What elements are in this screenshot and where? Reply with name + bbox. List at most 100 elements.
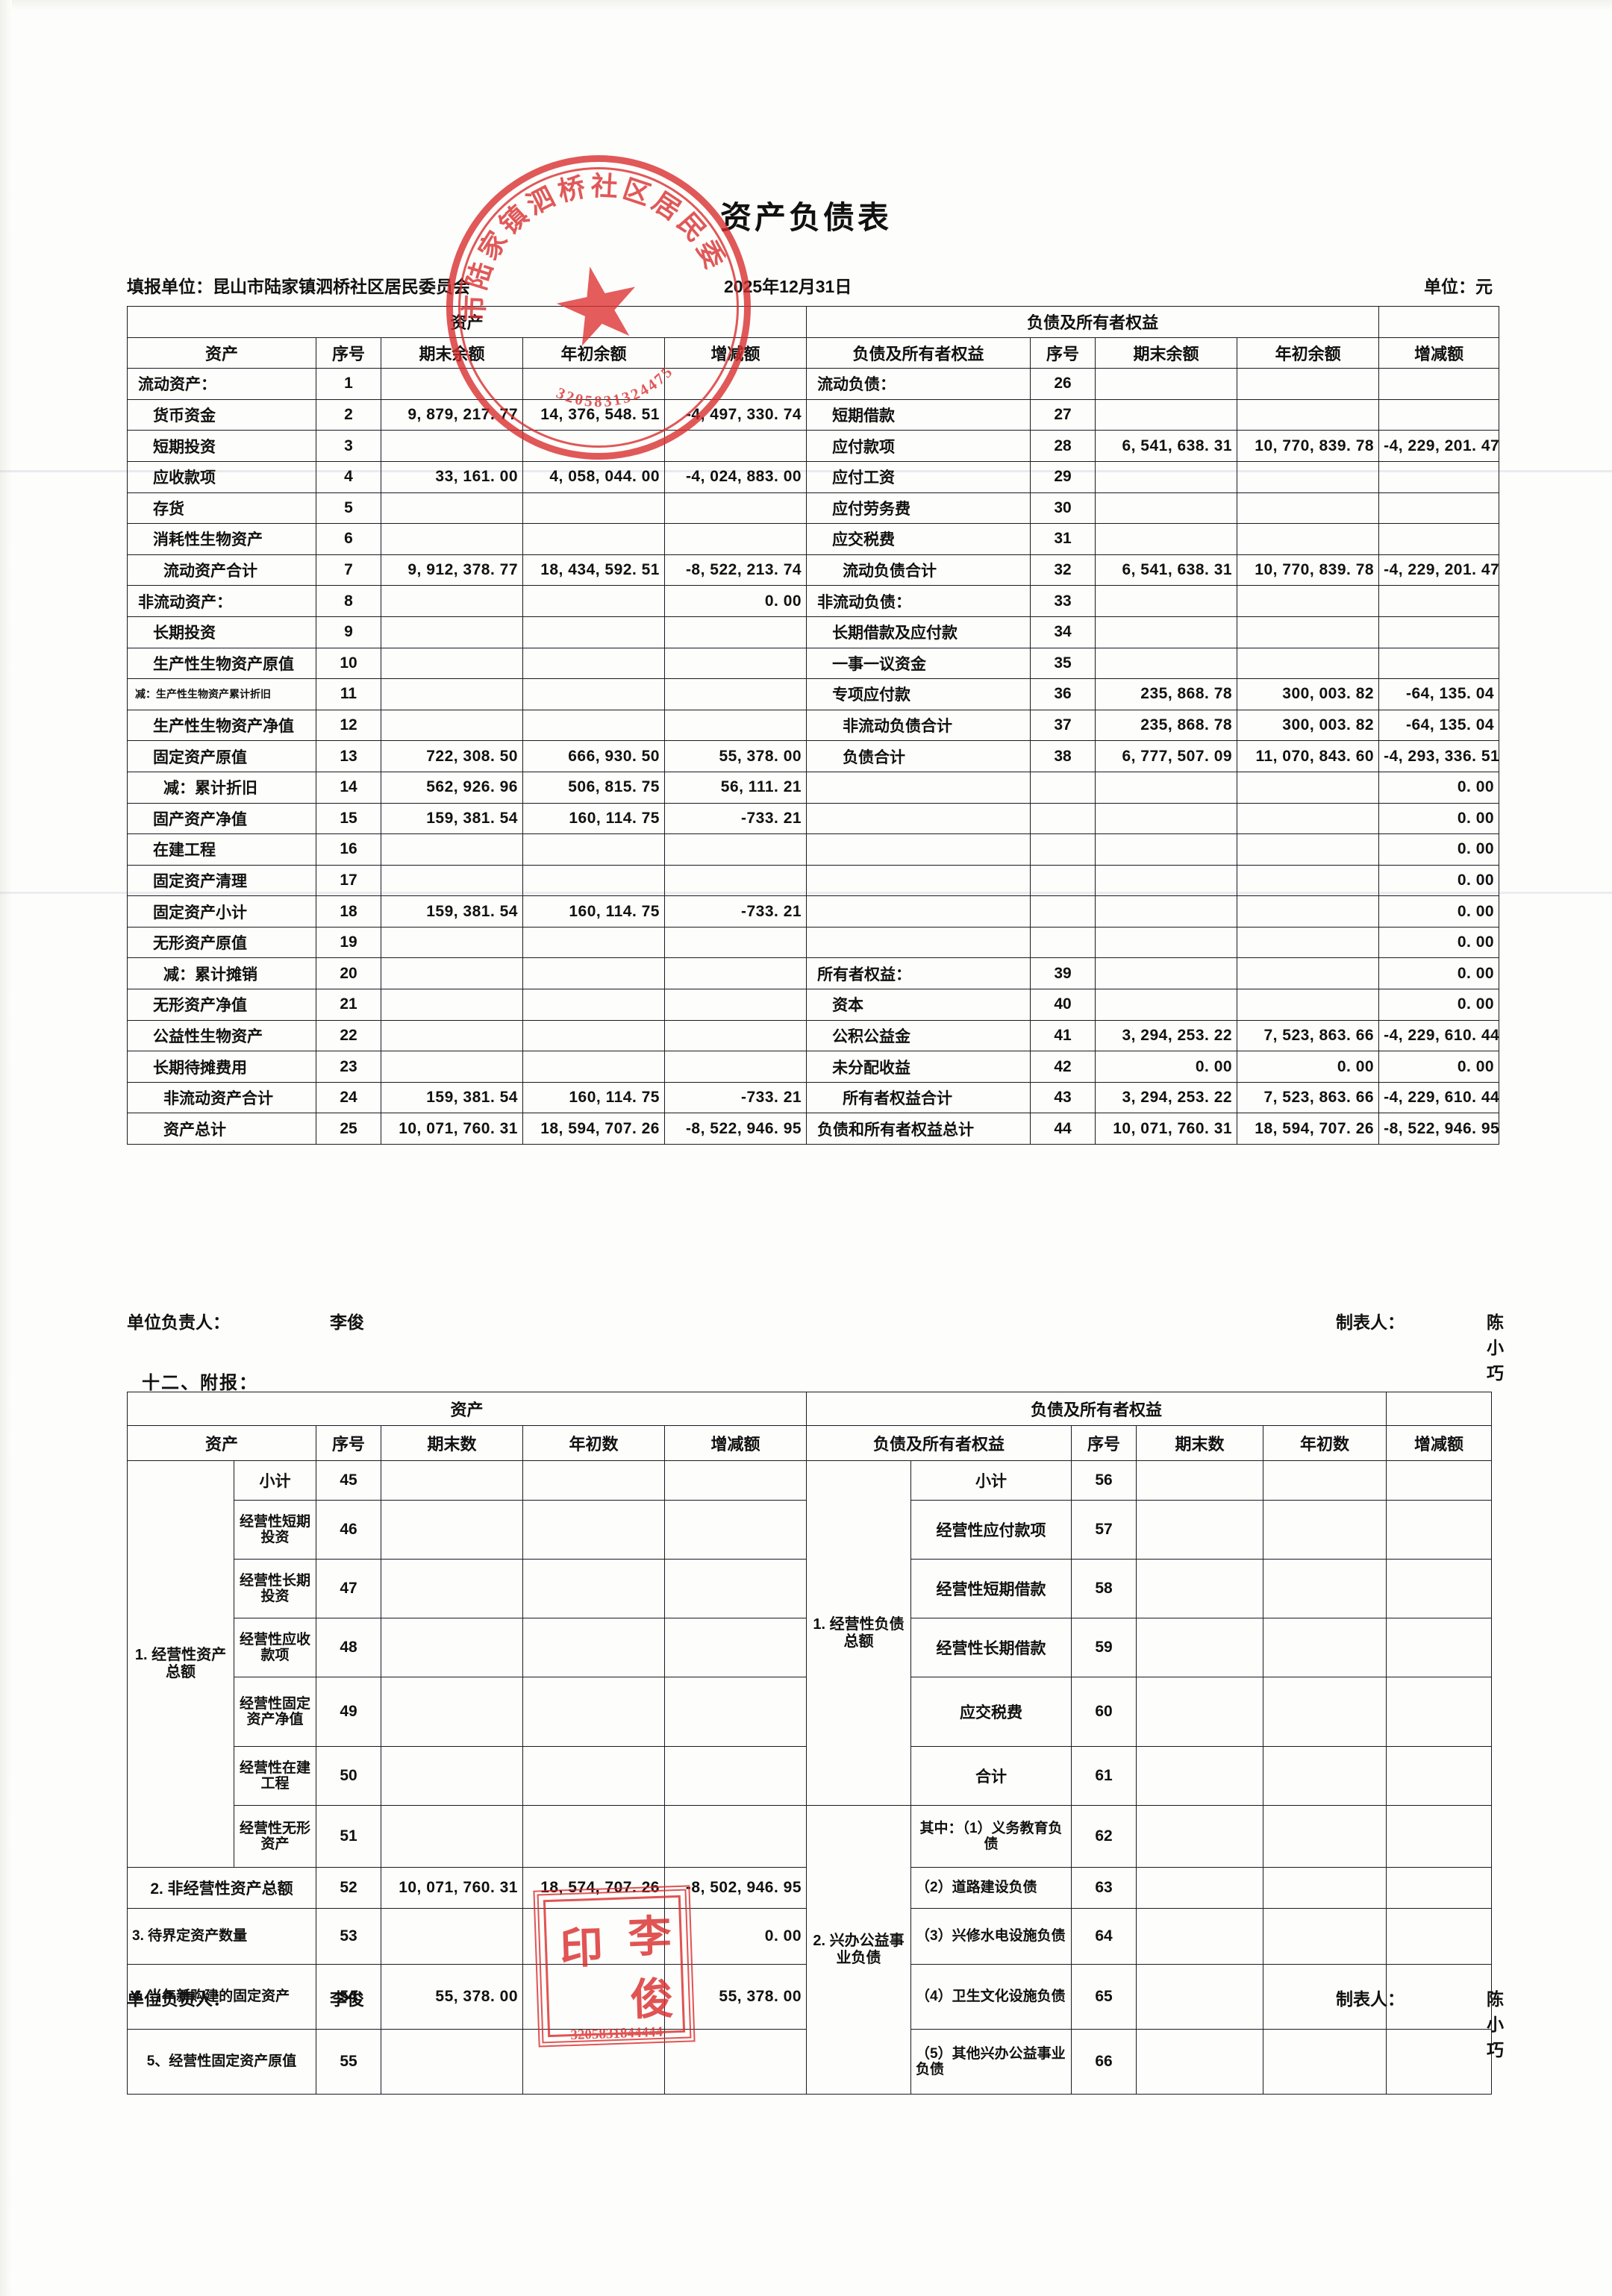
- asset-item-label: 货币资金: [127, 398, 316, 431]
- attachment-liability-sub-label: 经营性长期借款: [910, 1618, 1072, 1677]
- liability-item-value: [1237, 864, 1380, 897]
- table-row: 无形资产净值 21 资本 40 0. 00: [127, 989, 1500, 1021]
- report-date: 2025年12月31日: [724, 277, 852, 296]
- table-row: 固定资产小计 18 159, 381. 54 160, 114. 75 -733. 21…: [127, 895, 1500, 928]
- asset-item-value: [522, 678, 665, 710]
- attachment-asset-value: [522, 1677, 665, 1747]
- attachment-liability-value: [1136, 1460, 1264, 1501]
- reporting-unit-value: 昆山市陆家镇泗桥社区居民委员会: [213, 277, 470, 296]
- asset-item-no: 6: [316, 523, 381, 555]
- col-header-left-0: 资产: [127, 337, 316, 369]
- attachment-liability-value: [1136, 1500, 1264, 1560]
- attachment-liability-no: 65: [1071, 1964, 1137, 2030]
- asset-item-label: 长期投资: [127, 616, 316, 648]
- attachment-liability-value: [1386, 1460, 1493, 1501]
- liability-item-no: 42: [1030, 1051, 1096, 1083]
- table-row: 减：生产性生物资产累计折旧 11 专项应付款 36 235, 868. 78 300, 0…: [127, 678, 1500, 710]
- unit-head-label-1: 单位负责人：: [127, 1313, 230, 1332]
- asset-item-value: [381, 989, 523, 1021]
- asset-item-value: [522, 957, 665, 990]
- liability-item-label: 资本: [806, 989, 1031, 1021]
- col-header-right-2: 期末余额: [1095, 337, 1238, 369]
- asset-item-value: 666, 930. 50: [522, 740, 665, 772]
- liability-item-no: 31: [1030, 523, 1096, 555]
- asset-item-no: 3: [316, 430, 381, 462]
- attachment-asset-no: 45: [316, 1460, 381, 1501]
- liability-item-value: -4, 229, 610. 44: [1378, 1019, 1500, 1052]
- currency-unit: 单位：元: [1424, 277, 1493, 296]
- attachment-liability-value: [1386, 1618, 1493, 1677]
- attachment-asset-value: [381, 1500, 523, 1560]
- liability-item-no: 28: [1030, 430, 1096, 462]
- attachment-right-group-label-2: 2. 兴办公益事业负债: [806, 1805, 912, 2095]
- attachment-col-header-right-2: 期末数: [1136, 1425, 1264, 1461]
- table-group-header-row: 资产 负债及所有者权益: [126, 306, 1500, 338]
- attachment-asset-item-label: 4. 当年新购建的固定资产: [127, 1964, 316, 2030]
- attachment-asset-sub-label: 经营性应收款项: [234, 1618, 316, 1677]
- asset-item-value: 4, 058, 044. 00: [522, 460, 665, 493]
- liability-item-value: 235, 868. 78: [1095, 709, 1238, 742]
- liability-item-value: [1095, 957, 1238, 990]
- attachment-asset-value: [663, 1500, 807, 1560]
- asset-item-value: [381, 492, 523, 525]
- attachment-liability-no: 63: [1071, 1867, 1137, 1909]
- attachment-liability-value: [1136, 1618, 1264, 1677]
- liability-item-no: 44: [1030, 1113, 1096, 1145]
- asset-item-label: 流动资产：: [127, 368, 316, 400]
- col-header-left-2: 期末余额: [381, 337, 523, 369]
- attachment-asset-value: [663, 1559, 807, 1618]
- liability-item-value: [1095, 864, 1238, 897]
- asset-item-label: 消耗性生物资产: [127, 523, 316, 555]
- table-row: 生产性生物资产原值 10 一事一议资金 35: [127, 647, 1500, 680]
- preparer-name-2: 陈小巧: [1487, 1989, 1504, 2059]
- attachment-liability-sub-label: （3）兴修水电设施负债: [910, 1908, 1072, 1965]
- attachment-liability-value: [1386, 1559, 1493, 1618]
- asset-item-no: 11: [316, 678, 381, 710]
- asset-item-value: -4, 024, 883. 00: [663, 460, 807, 493]
- liability-item-value: 0. 00: [1378, 895, 1500, 928]
- liability-item-no: [1030, 864, 1096, 897]
- attachment-liability-no: 61: [1071, 1746, 1137, 1806]
- asset-item-no: 24: [316, 1081, 381, 1114]
- attachment-table-row: 经营性固定资产净值 49 应交税费 60: [128, 1677, 1493, 1747]
- liability-item-value: [1237, 771, 1380, 804]
- asset-item-label: 固定资产原值: [127, 740, 316, 772]
- table-row: 货币资金 2 9, 879, 217. 77 14, 376, 548. 51 -4, …: [127, 398, 1500, 431]
- attachment-table-row: 3. 待界定资产数量 53 0. 00 （3）兴修水电设施负债 64: [127, 1908, 1493, 1965]
- asset-item-value: 0. 00: [663, 585, 807, 617]
- attachment-liability-value: [1386, 1908, 1493, 1965]
- table-row: 在建工程 16 0. 00: [127, 833, 1500, 866]
- attachment-table-row: 经营性无形资产 51 2. 兴办公益事业负债 其中：（1）义务教育负债 62: [128, 1805, 1493, 2095]
- attachment-table: 资产 负债及所有者权益 资产 序号 期末数 年初数 增减额 负债及所有者权益 序号 期末数 年初数增…: [126, 1392, 1493, 2095]
- col-header-left-4: 增减额: [663, 337, 807, 369]
- table-row: 消耗性生物资产 6 应交税费 31: [127, 523, 1500, 555]
- attachment-col-header-left-2: 期末数: [381, 1425, 523, 1461]
- liability-item-value: 235, 868. 78: [1095, 678, 1238, 710]
- liability-item-label: 负债和所有者权益总计: [806, 1113, 1031, 1145]
- liability-item-label: 负债合计: [806, 740, 1031, 772]
- asset-item-value: 33, 161. 00: [381, 460, 523, 493]
- asset-item-value: [663, 1051, 807, 1083]
- asset-item-value: 506, 815. 75: [522, 771, 665, 804]
- asset-item-value: [663, 957, 807, 990]
- asset-item-value: 722, 308. 50: [381, 740, 523, 772]
- asset-item-label: 公益性生物资产: [127, 1019, 316, 1052]
- liability-item-value: [1095, 523, 1238, 555]
- attachment-asset-sub-label: 经营性短期投资: [234, 1500, 316, 1560]
- table-row: 短期投资 3 应付款项 28 6, 541, 638. 31 10, 770, 839. …: [127, 430, 1500, 462]
- attachment-asset-value: [663, 1677, 807, 1747]
- attachment-liability-value: [1386, 2029, 1493, 2095]
- liability-item-value: [1237, 957, 1380, 990]
- table-row: 固产资产净值 15 159, 381. 54 160, 114. 75 -733. 21…: [127, 802, 1500, 835]
- attachment-group-header-spacer: [1386, 1392, 1493, 1426]
- attachment-col-header-right-4: 增减额: [1386, 1425, 1493, 1461]
- liability-item-value: [1378, 523, 1500, 555]
- attachment-liability-value: [1386, 1964, 1493, 2030]
- liability-item-no: 27: [1030, 398, 1096, 431]
- asset-item-no: 9: [316, 616, 381, 648]
- asset-item-value: -733. 21: [663, 895, 807, 928]
- asset-item-value: 562, 926. 96: [381, 771, 523, 804]
- table-row: 减：累计摊销 20 所有者权益： 39 0. 00: [127, 957, 1500, 990]
- attachment-asset-value: 0. 00: [663, 1908, 807, 1965]
- attachment-asset-sub-label: 经营性长期投资: [234, 1559, 316, 1618]
